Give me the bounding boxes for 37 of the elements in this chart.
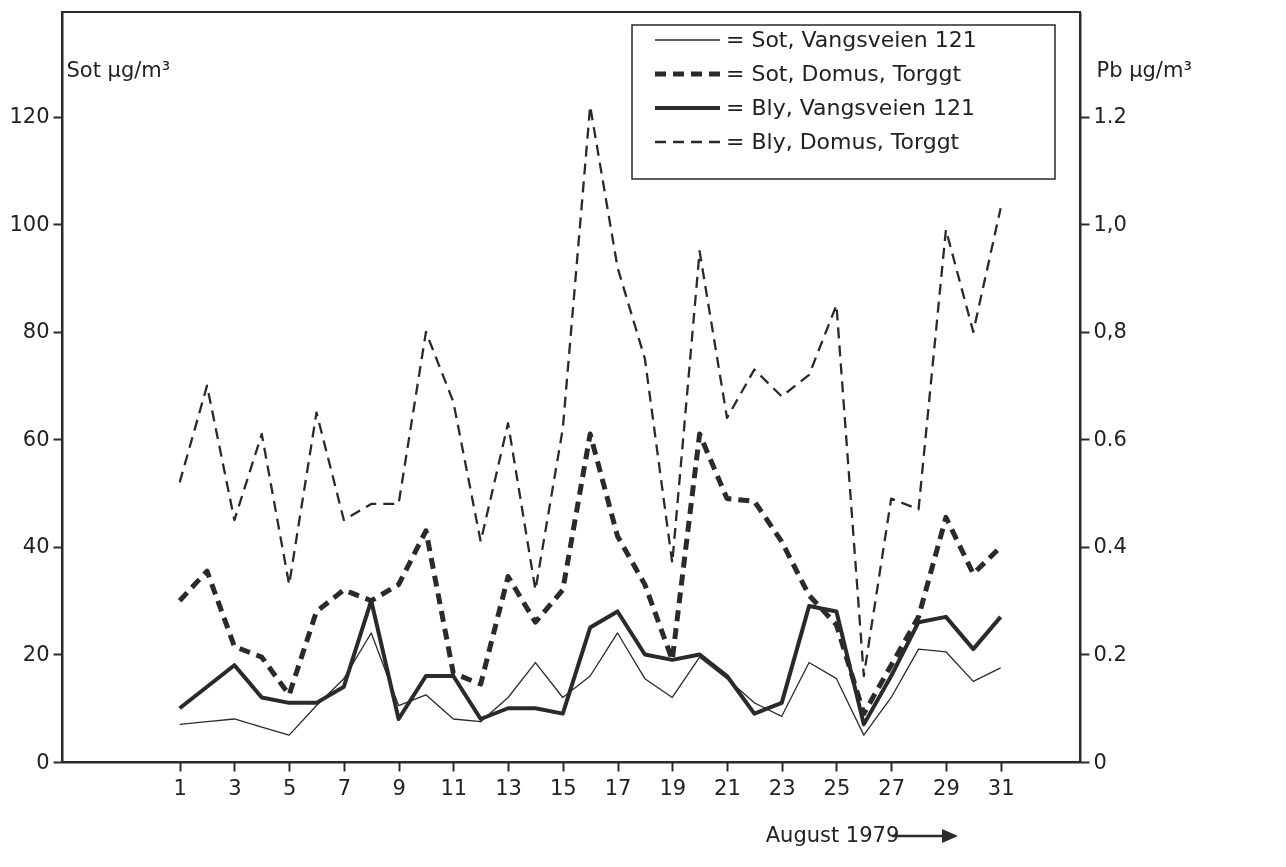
legend-label: = Sot, Vangsveien 121	[726, 27, 977, 52]
y-tick-label: 100	[9, 211, 50, 236]
y2-tick-label: 1.2	[1093, 104, 1127, 129]
y-tick-label: 0	[36, 749, 50, 774]
y-tick-label: 80	[22, 319, 50, 344]
y-tick-label: 120	[9, 104, 50, 129]
x-tick-label: 21	[714, 775, 741, 800]
y-tick-label: 20	[22, 641, 50, 666]
x-tick-label: 13	[495, 775, 522, 800]
x-tick-label: 17	[604, 775, 632, 800]
y-axis-title: Sot µg/m³	[66, 57, 171, 82]
x-tick-label: 11	[440, 775, 468, 800]
x-tick-label: 27	[878, 775, 906, 800]
y2-tick-label: 1,0	[1093, 211, 1127, 236]
legend-label: = Bly, Domus, Torggt	[726, 129, 960, 154]
y2-tick-label: 0.4	[1093, 534, 1127, 559]
y2-tick-label: 0,8	[1093, 319, 1127, 344]
x-tick-label: 9	[392, 775, 406, 800]
legend-label: = Bly, Vangsveien 121	[726, 95, 975, 120]
y2-axis-title: Pb µg/m³	[1096, 57, 1192, 82]
y2-tick-label: 0.6	[1093, 426, 1127, 451]
x-tick-label: 31	[987, 775, 1015, 800]
y2-tick-label: 0.2	[1093, 641, 1127, 666]
x-tick-label: 5	[282, 775, 297, 800]
x-tick-label: 23	[768, 775, 796, 800]
y2-tick-label: 0	[1093, 749, 1107, 774]
x-tick-label: 3	[228, 775, 242, 800]
x-axis-title: August 1979	[765, 822, 900, 847]
x-tick-label: 1	[173, 775, 187, 800]
y-tick-label: 40	[22, 534, 50, 559]
legend-label: = Sot, Domus, Torggt	[726, 61, 962, 86]
x-tick-label: 7	[337, 775, 352, 800]
x-tick-label: 19	[659, 775, 687, 800]
y-tick-label: 60	[22, 426, 50, 451]
x-tick-label: 15	[549, 775, 577, 800]
x-tick-label: 29	[933, 775, 960, 800]
x-tick-label: 25	[823, 775, 851, 800]
